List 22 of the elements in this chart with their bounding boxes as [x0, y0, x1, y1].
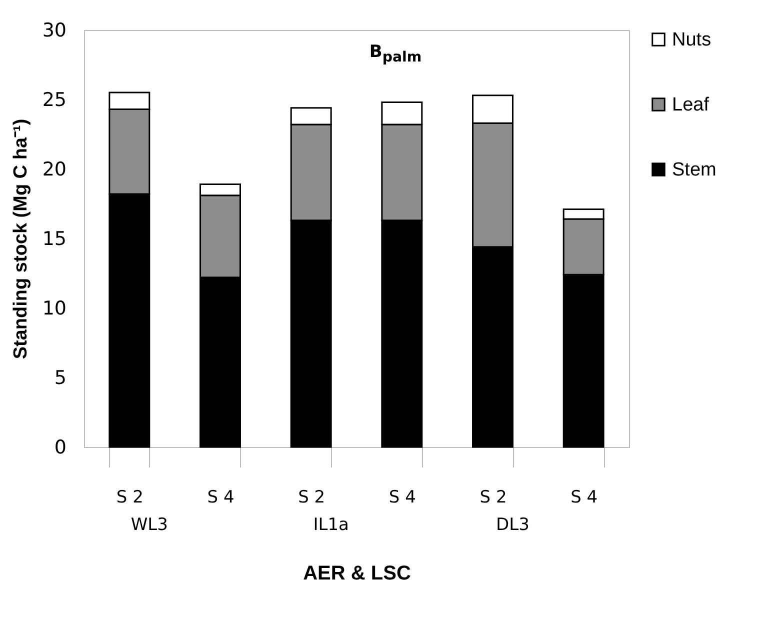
legend-label: Stem	[672, 160, 716, 180]
text: IL1a	[313, 515, 349, 535]
x-tick-label: S 2	[298, 488, 326, 508]
x-tick-label: S 2	[480, 488, 507, 508]
x-tick-label: S 2	[116, 488, 144, 508]
text: WL3	[130, 515, 168, 535]
legend-label: Nuts	[672, 30, 712, 50]
y-tick-label: 20	[42, 158, 66, 180]
y-axis-title: Standing stock (Mg C ha⁻¹)	[10, 118, 32, 360]
x-tick-label: S 4	[570, 488, 598, 508]
text: B$_{palm}$	[368, 42, 423, 66]
x-tick-label: S 4	[207, 488, 234, 508]
x-tick-label: S 4	[388, 488, 416, 508]
y-tick-label: 0	[54, 436, 66, 458]
text: DL3	[496, 515, 530, 535]
y-tick-label: 10	[42, 298, 66, 320]
x-axis-title: AER & LSC	[303, 562, 411, 584]
y-tick-label: 15	[42, 228, 66, 250]
legend-label: Leaf	[672, 94, 710, 116]
y-tick-label: 25	[42, 89, 66, 111]
y-tick-label: 30	[42, 20, 66, 42]
y-tick-label: 5	[54, 367, 66, 389]
